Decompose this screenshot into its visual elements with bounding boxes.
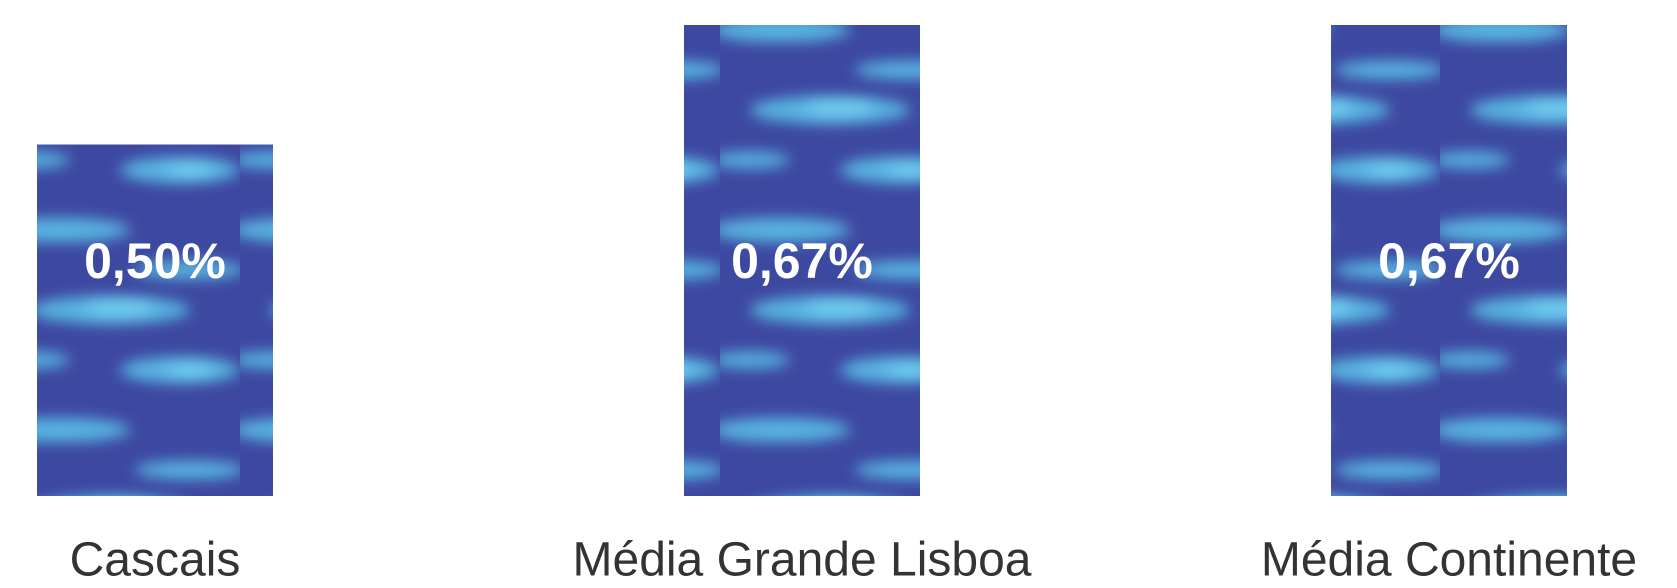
x-tick-label: Média Continente (1261, 534, 1637, 587)
x-tick-label: Cascais (70, 534, 241, 587)
chart: 0,50% Cascais 0,67% Média Grande Lisboa 0,67… (0, 0, 1677, 588)
page: {"chart_data": {"type": "bar", "categori… (0, 0, 1677, 588)
bar (37, 145, 273, 496)
x-tick-label: Média Grande Lisboa (573, 534, 1032, 587)
value-label: 0,67% (731, 233, 873, 289)
value-label: 0,50% (84, 233, 226, 289)
value-label: 0,67% (1378, 233, 1520, 289)
